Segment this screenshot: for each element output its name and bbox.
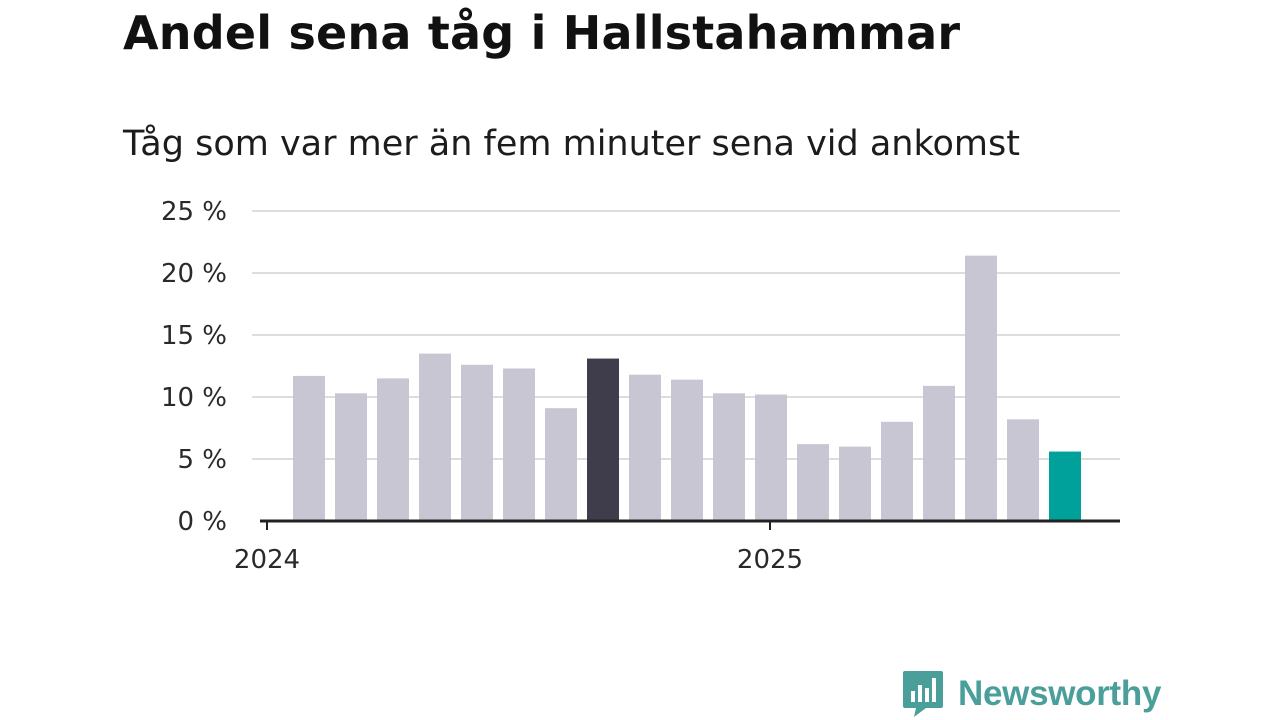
bar-2024-01 bbox=[293, 375, 325, 521]
y-tick-label: 10 % bbox=[161, 383, 227, 413]
bar-2024-05 bbox=[461, 364, 493, 521]
x-tick-label: 2024 bbox=[234, 545, 300, 575]
bar-2024-06 bbox=[503, 368, 535, 521]
y-tick-label: 20 % bbox=[161, 259, 227, 289]
bar-2024-07 bbox=[545, 408, 577, 521]
bar-2025-07 bbox=[1049, 451, 1081, 521]
bar-2024-10 bbox=[671, 379, 703, 521]
bars bbox=[293, 255, 1081, 521]
y-axis-labels: 0 % 5 % 10 % 15 % 20 % 25 % bbox=[161, 197, 227, 537]
bar-2024-04 bbox=[419, 353, 451, 521]
y-tick-label: 15 % bbox=[161, 321, 227, 351]
brand-logo: Newsworthy bbox=[902, 670, 1161, 718]
bar-2025-06 bbox=[1007, 419, 1039, 521]
bar-2024-12 bbox=[755, 394, 787, 521]
bar-2025-03 bbox=[881, 421, 913, 521]
y-tick-label: 0 % bbox=[177, 507, 227, 537]
bar-2024-08 bbox=[587, 358, 619, 521]
y-tick-label: 5 % bbox=[177, 445, 227, 475]
bar-2024-03 bbox=[377, 378, 409, 521]
bar-2025-01 bbox=[797, 444, 829, 521]
x-tick-label: 2025 bbox=[737, 545, 803, 575]
chart-title: Andel sena tåg i Hallstahammar bbox=[123, 6, 961, 60]
bar-2024-11 bbox=[713, 393, 745, 521]
brand-name: Newsworthy bbox=[958, 674, 1162, 713]
newsworthy-logo-icon bbox=[903, 671, 943, 717]
chart-subtitle: Tåg som var mer än fem minuter sena vid … bbox=[123, 124, 1020, 164]
bar-2025-02 bbox=[839, 446, 871, 521]
x-axis-ticks: 2024 2025 bbox=[234, 521, 803, 575]
bar-2024-09 bbox=[629, 374, 661, 521]
bar-2025-04 bbox=[923, 385, 955, 521]
y-tick-label: 25 % bbox=[161, 197, 227, 227]
bar-2025-05 bbox=[965, 255, 997, 521]
bar-2024-02 bbox=[335, 393, 367, 521]
